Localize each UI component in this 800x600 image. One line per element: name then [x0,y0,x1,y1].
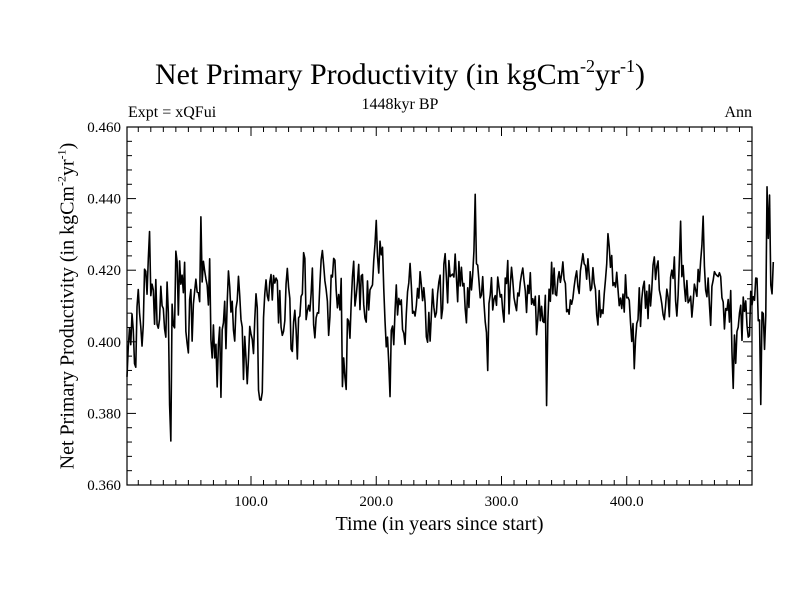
plot-frame [126,126,753,486]
y-tick-label: 0.440 [87,192,121,208]
chart-title: Net Primary Productivity (in kgCm-2yr-1) [155,56,645,91]
y-tick-label: 0.420 [87,263,121,279]
experiment-label: Expt = xQFui [128,104,217,121]
npp-series-line [126,185,775,442]
x-tick-label: 400.0 [610,494,644,510]
x-tick-label: 100.0 [234,494,268,510]
period-label: 1448kyr BP [361,96,439,113]
y-tick-label: 0.400 [87,335,121,351]
y-tick-label: 0.380 [87,406,121,422]
y-tick-label: 0.360 [87,478,121,494]
y-tick-label: 0.460 [87,120,121,136]
season-label: Ann [724,104,752,121]
x-tick-label: 200.0 [359,494,393,510]
x-tick-label: 300.0 [485,494,519,510]
x-axis-label: Time (in years since start) [335,513,544,535]
